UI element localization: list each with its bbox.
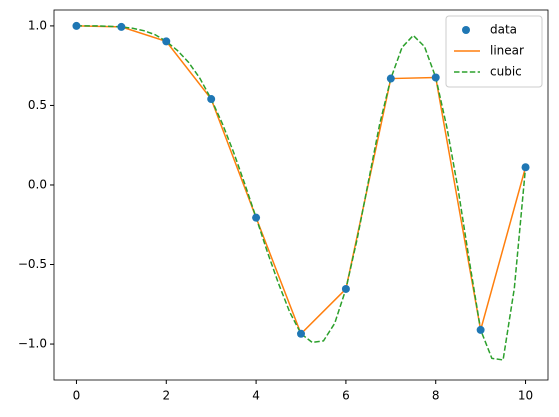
y-tick-label: 0.5 bbox=[28, 98, 47, 112]
y-tick-label: 1.0 bbox=[28, 18, 47, 32]
legend-label: data bbox=[490, 23, 517, 37]
legend-label: linear bbox=[490, 44, 524, 58]
data-point bbox=[297, 329, 305, 338]
data-point bbox=[431, 73, 440, 82]
data-point bbox=[252, 213, 261, 222]
data-point bbox=[341, 284, 350, 293]
series-line bbox=[76, 25, 527, 361]
data-point bbox=[117, 22, 126, 31]
y-tick-label: −0.5 bbox=[18, 257, 47, 271]
x-tick-label: 2 bbox=[162, 389, 170, 403]
legend-marker bbox=[462, 26, 470, 34]
data-point bbox=[386, 74, 395, 83]
data-point bbox=[207, 95, 216, 104]
y-tick-label: 0.0 bbox=[28, 177, 47, 191]
data-point bbox=[521, 163, 530, 172]
x-tick-label: 0 bbox=[73, 389, 81, 403]
legend-label: cubic bbox=[490, 65, 522, 79]
x-tick-label: 10 bbox=[518, 389, 533, 403]
data-point bbox=[476, 325, 485, 334]
x-tick-label: 8 bbox=[432, 389, 440, 403]
y-tick-label: −1.0 bbox=[18, 337, 47, 351]
x-tick-label: 6 bbox=[342, 389, 350, 403]
data-point bbox=[162, 37, 171, 46]
x-tick-label: 4 bbox=[252, 389, 260, 403]
axes-frame bbox=[53, 9, 549, 381]
data-point bbox=[72, 21, 81, 30]
legend-box bbox=[445, 15, 543, 88]
